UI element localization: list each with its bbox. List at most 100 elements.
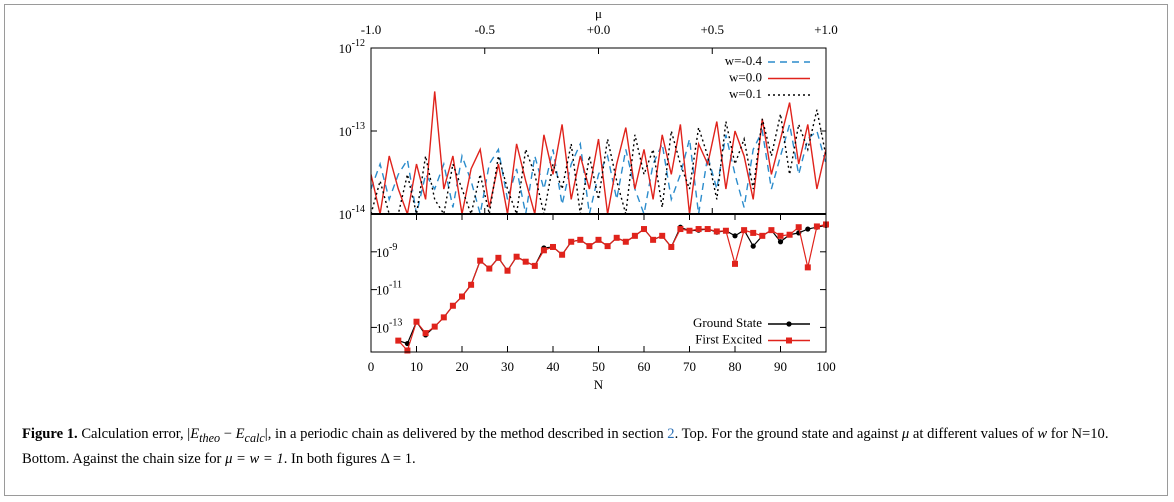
series-line	[371, 109, 826, 214]
point	[704, 226, 711, 233]
caption-math: calc	[244, 430, 265, 445]
x-tick-label: 0	[368, 359, 375, 374]
point	[468, 281, 475, 288]
caption-text: −	[220, 426, 236, 442]
caption-math: μ	[901, 426, 910, 442]
point	[477, 257, 484, 264]
x-tick-label: +0.0	[587, 22, 611, 37]
point	[759, 232, 766, 239]
point	[440, 314, 447, 321]
x-tick-label: 70	[683, 359, 696, 374]
y-tick-label: 10-13	[376, 318, 402, 336]
caption-text: |, in a periodic chain as delivered by t…	[264, 426, 668, 442]
point	[804, 264, 811, 271]
point	[395, 337, 402, 344]
caption-math: w	[1037, 426, 1048, 442]
point	[786, 231, 793, 238]
series-line	[371, 124, 826, 214]
point	[631, 232, 638, 239]
point	[750, 229, 757, 236]
point	[568, 238, 575, 245]
caption-text: . In both figures	[283, 450, 381, 467]
x-tick-label: 40	[547, 359, 560, 374]
chart: -1.0 -0.5 +0.0 +0.5 +1.0 μ 10-12 10-13 10-14 w=-0…	[339, 6, 838, 392]
point	[522, 258, 529, 265]
point	[777, 232, 784, 239]
x-tick-label: 60	[638, 359, 651, 374]
legend-label: w=0.0	[729, 69, 762, 84]
caption-math: theo	[199, 430, 221, 445]
x-axis-label: N	[594, 377, 604, 392]
point	[531, 262, 538, 269]
point	[659, 232, 666, 239]
point	[677, 226, 684, 233]
point	[622, 238, 629, 245]
point	[813, 223, 820, 230]
caption-text: at different values of	[909, 426, 1038, 442]
legend-label: w=-0.4	[725, 53, 763, 68]
caption-math: Δ = 1	[380, 450, 412, 467]
point	[722, 227, 729, 234]
legend-label: w=0.1	[729, 86, 762, 101]
point	[795, 224, 802, 231]
x-tick-label: 80	[729, 359, 742, 374]
point	[777, 239, 784, 245]
caption-text: Calculation error, |	[77, 426, 191, 442]
x-tick-label: -0.5	[474, 22, 495, 37]
caption-math: μ = w = 1	[225, 450, 284, 467]
caption-text: .	[412, 450, 416, 467]
x-tick-label: 20	[456, 359, 469, 374]
point	[613, 234, 620, 241]
figure-frame	[4, 4, 1168, 496]
x-tick-label: +0.5	[700, 22, 724, 37]
series-line	[371, 91, 826, 214]
point	[641, 226, 647, 233]
point	[713, 228, 720, 235]
x-tick-label: +1.0	[814, 22, 838, 37]
x-tick-label: 90	[774, 359, 787, 374]
point	[732, 260, 738, 267]
y-tick-label: 10-12	[339, 38, 365, 56]
point	[413, 318, 420, 325]
point	[513, 253, 520, 260]
point	[686, 227, 693, 234]
section-link[interactable]: 2	[667, 426, 675, 442]
point	[732, 233, 738, 239]
caption-text: for N=10. Bottom. Against the chain size…	[22, 426, 1109, 467]
y-tick-label: 10-9	[376, 242, 397, 260]
y-tick-label: 10-14	[339, 204, 365, 222]
x-tick-label: 100	[816, 359, 836, 374]
point	[459, 293, 465, 300]
point	[495, 254, 502, 261]
x-tick-label: 30	[501, 359, 514, 374]
point	[750, 243, 756, 249]
y-tick-label: 10-13	[339, 121, 365, 139]
point	[431, 323, 438, 330]
point	[449, 302, 456, 309]
point	[504, 267, 511, 274]
point	[595, 236, 602, 243]
point	[550, 243, 556, 250]
point	[650, 236, 657, 243]
x-axis-label: μ	[595, 6, 602, 21]
point	[668, 243, 675, 250]
point	[695, 226, 702, 233]
caption: Figure 1. Calculation error, |Etheo − Ec…	[22, 424, 1152, 470]
legend-label: Ground State	[693, 315, 762, 330]
point	[540, 247, 547, 254]
point	[404, 347, 411, 354]
point	[577, 236, 584, 243]
point	[422, 330, 429, 337]
x-tick-label: 10	[410, 359, 423, 374]
point	[486, 265, 493, 272]
y-tick-label: 10-11	[376, 280, 402, 298]
point	[586, 243, 593, 250]
point	[805, 226, 811, 232]
legend-marker	[786, 337, 792, 344]
caption-label: Figure 1.	[22, 426, 78, 442]
caption-text: . Top. For the ground state and against	[674, 426, 902, 442]
point	[604, 243, 611, 250]
x-tick-label: 50	[592, 359, 605, 374]
point	[741, 227, 748, 234]
